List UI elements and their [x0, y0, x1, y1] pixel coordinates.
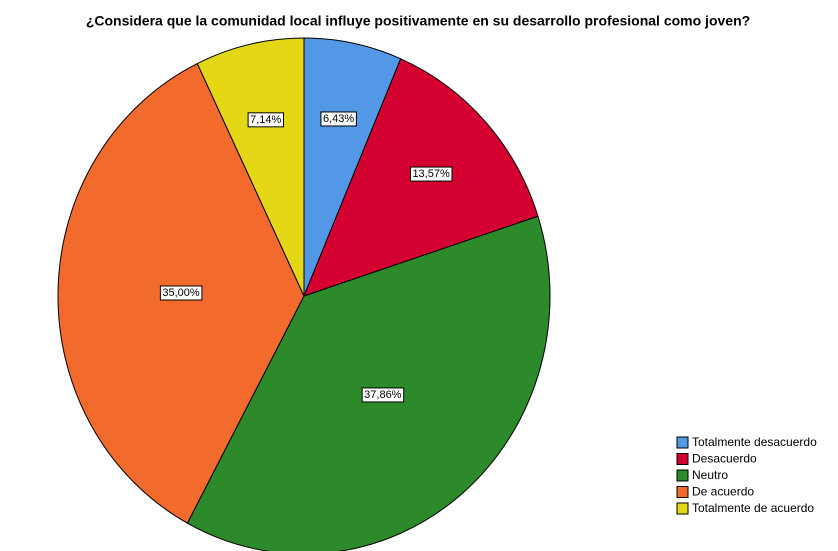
chart-title: ¿Considera que la comunidad local influy…	[86, 13, 750, 29]
legend-label: Totalmente de acuerdo	[692, 501, 814, 515]
legend-swatch	[676, 453, 689, 465]
data-label: 35,00%	[162, 287, 200, 299]
data-label: 7,14%	[250, 114, 281, 126]
legend-label: Desacuerdo	[692, 452, 757, 466]
data-label-box	[361, 387, 405, 403]
data-label-box	[409, 166, 453, 182]
data-label-box	[247, 112, 285, 128]
data-label: 6,43%	[323, 113, 354, 125]
legend-label: De acuerdo	[692, 485, 754, 499]
legend-swatch	[676, 469, 689, 482]
pie-slice	[196, 37, 305, 297]
legend-swatch	[676, 486, 689, 498]
data-label: 37,86%	[364, 389, 402, 401]
data-label-box	[320, 111, 357, 127]
legend-label: Neutro	[692, 468, 728, 482]
pie-slice	[186, 215, 551, 551]
data-label-box	[159, 285, 203, 301]
legend-swatch	[676, 436, 689, 449]
legend-label: Totalmente desacuerdo	[692, 435, 817, 449]
data-label: 13,57%	[412, 168, 450, 180]
legend-swatch	[676, 502, 689, 515]
